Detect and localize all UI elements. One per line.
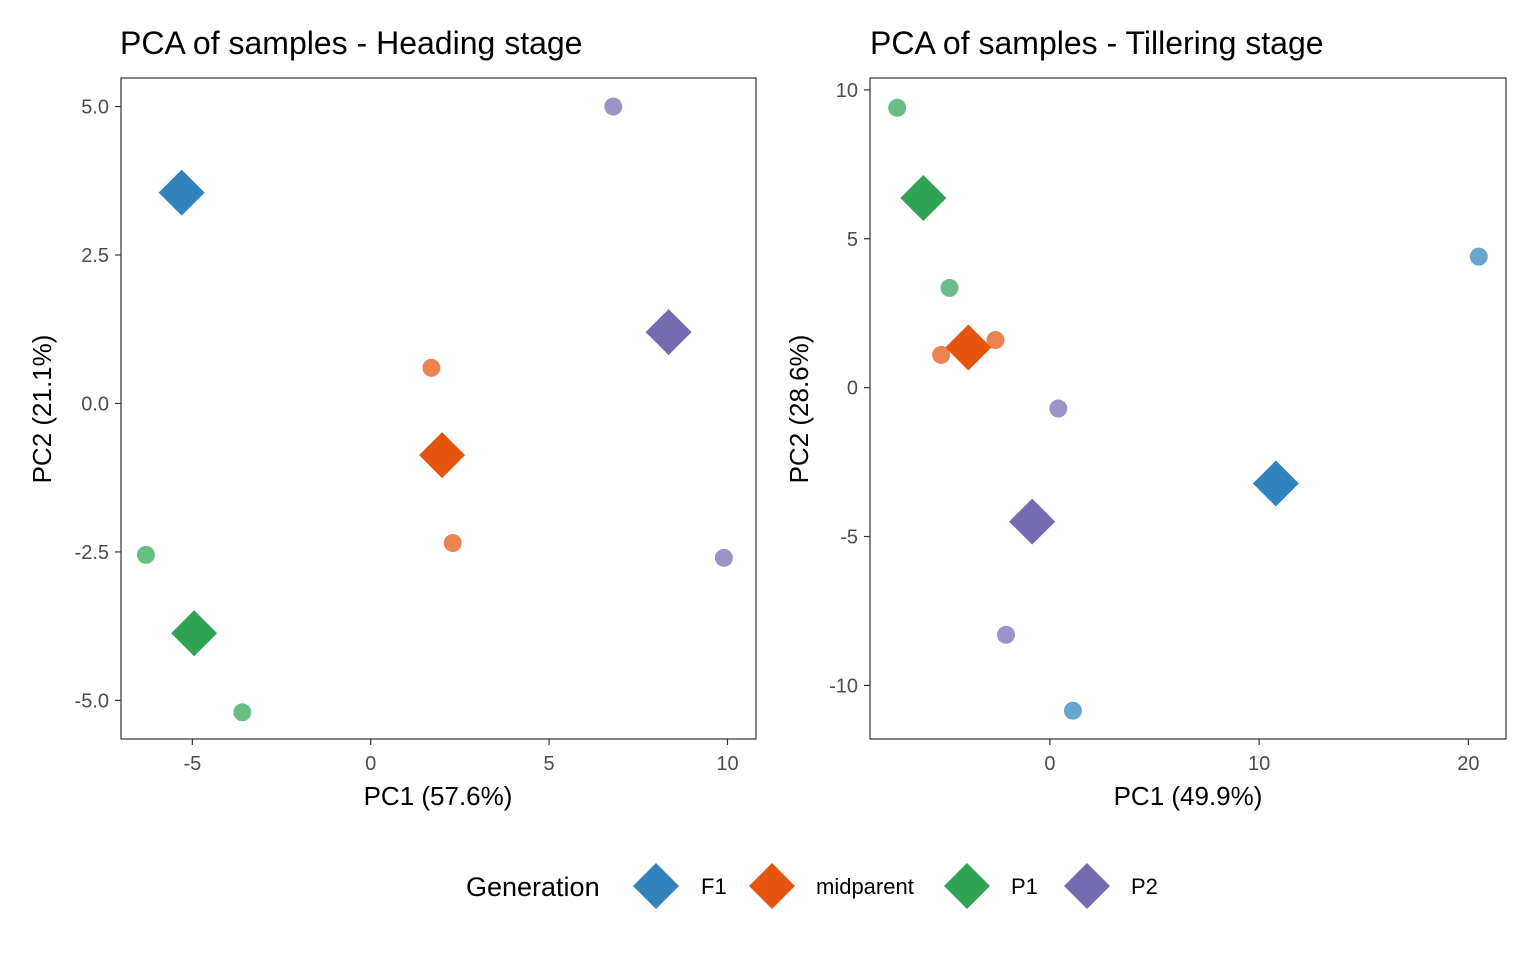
centroid-diamond-f1 (158, 169, 205, 216)
x-tick-label: 0 (1044, 753, 1055, 775)
axis-ticks: 0 10 20 -10 -5 0 5 10 (829, 80, 1479, 775)
legend-item-p2: P2 (1064, 863, 1158, 909)
centroid-diamond-p2 (1009, 498, 1056, 545)
x-tick-label: 20 (1457, 753, 1479, 775)
sample-point-midparent (932, 345, 951, 364)
sample-point-p2 (1049, 399, 1068, 418)
sample-point-midparent (443, 534, 462, 553)
x-tick-label: 10 (716, 753, 738, 775)
y-tick-label: 5 (847, 229, 858, 251)
sample-point-midparent (986, 331, 1005, 350)
sample-point-p1 (233, 703, 252, 722)
legend-item-midparent: midparent (749, 863, 914, 909)
centroid-diamond-p1 (171, 610, 218, 657)
legend: Generation F1 midparent P1 P2 (466, 863, 1158, 909)
x-axis-label: PC1 (57.6%) (364, 781, 513, 811)
data-marks (136, 97, 733, 722)
chart-title: PCA of samples - Heading stage (120, 25, 582, 61)
legend-key-f1 (633, 863, 679, 909)
legend-item-f1: F1 (633, 863, 727, 909)
x-tick-label: 10 (1248, 753, 1270, 775)
centroid-diamond-midparent (945, 324, 992, 371)
chart-title: PCA of samples - Tillering stage (870, 25, 1324, 61)
y-tick-label: 2.5 (81, 245, 109, 267)
x-tick-label: -5 (183, 753, 201, 775)
y-tick-label: 0.0 (81, 393, 109, 415)
legend-label-p2: P2 (1131, 874, 1158, 899)
centroid-diamond-f1 (1252, 460, 1299, 507)
plot-panel-border (120, 77, 757, 740)
legend-label-f1: F1 (701, 874, 727, 899)
y-axis-label: PC2 (28.6%) (784, 335, 814, 484)
legend-title: Generation (466, 872, 600, 902)
y-tick-label: 5.0 (81, 97, 109, 119)
sample-point-p2 (714, 548, 733, 567)
tillering-stage-panel: PCA of samples - Tillering stage 0 10 20 -1… (784, 25, 1507, 811)
y-axis-label: PC2 (21.1%) (27, 335, 57, 484)
sample-point-f1 (1469, 247, 1488, 266)
legend-key-p2 (1064, 863, 1110, 909)
sample-point-p2 (604, 97, 623, 116)
y-tick-label: -5 (840, 527, 858, 549)
sample-point-p1 (940, 278, 959, 297)
heading-stage-panel: PCA of samples - Heading stage -5 0 5 10 -5.… (27, 25, 757, 811)
sample-point-midparent (422, 358, 441, 377)
legend-item-p1: P1 (944, 863, 1038, 909)
sample-point-p1 (136, 545, 155, 564)
y-tick-label: -2.5 (75, 542, 109, 564)
x-tick-label: 5 (544, 753, 555, 775)
y-tick-label: 10 (836, 80, 858, 102)
sample-point-f1 (1063, 701, 1082, 720)
legend-key-midparent (749, 863, 795, 909)
centroid-diamond-p1 (900, 174, 947, 221)
y-tick-label: -10 (829, 675, 858, 697)
legend-label-midparent: midparent (816, 874, 914, 899)
legend-label-p1: P1 (1011, 874, 1038, 899)
axis-ticks: -5 0 5 10 -5.0 -2.5 0.0 2.5 5.0 (75, 97, 739, 775)
legend-key-p1 (944, 863, 990, 909)
sample-point-p1 (888, 98, 907, 117)
x-axis-label: PC1 (49.9%) (1114, 781, 1263, 811)
sample-point-p2 (996, 625, 1015, 644)
data-marks (888, 98, 1488, 720)
y-tick-label: 0 (847, 378, 858, 400)
plot-panel-border (869, 77, 1507, 740)
x-tick-label: 0 (365, 753, 376, 775)
centroid-diamond-midparent (419, 432, 466, 479)
centroid-diamond-p2 (645, 309, 692, 356)
y-tick-label: -5.0 (75, 690, 109, 712)
